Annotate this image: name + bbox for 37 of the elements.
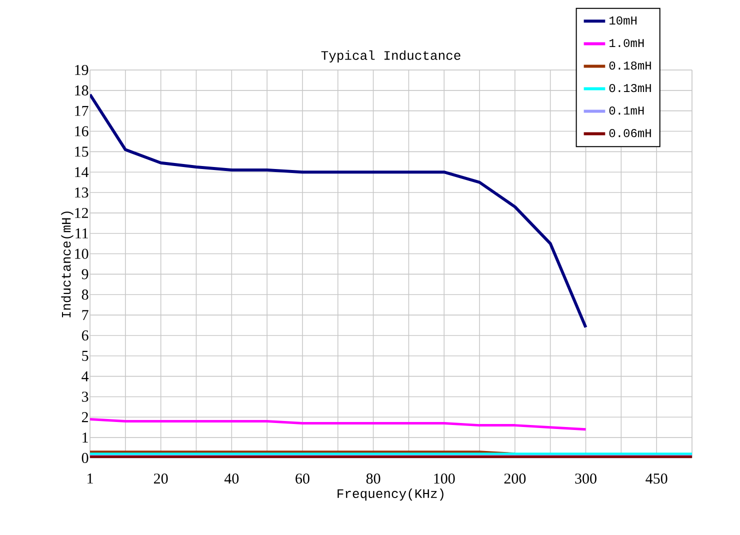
y-tick-label: 5 bbox=[82, 350, 88, 361]
legend-label: 0.13mH bbox=[609, 84, 651, 92]
y-tick-label: 8 bbox=[82, 290, 88, 300]
y-tick-label: 18 bbox=[75, 85, 88, 96]
x-tick-label: 200 bbox=[504, 474, 526, 484]
legend-label: 0.1mH bbox=[609, 106, 644, 115]
y-tick-label: 17 bbox=[75, 106, 88, 116]
x-tick-label: 80 bbox=[366, 474, 380, 484]
y-tick-label: 4 bbox=[82, 371, 89, 382]
y-tick-label: 19 bbox=[75, 64, 88, 76]
chart-title: Typical Inductance bbox=[321, 50, 460, 62]
y-tick-label: 1 bbox=[82, 432, 88, 443]
y-tick-label: 11 bbox=[76, 228, 88, 238]
x-tick-label: 60 bbox=[296, 474, 310, 484]
y-tick-label: 12 bbox=[75, 208, 88, 218]
y-tick-label: 9 bbox=[82, 269, 88, 280]
x-tick-label: 100 bbox=[434, 474, 455, 484]
y-tick-label: 2 bbox=[82, 412, 88, 422]
y-tick-label: 15 bbox=[75, 146, 88, 157]
legend-label: 1.0mH bbox=[610, 38, 644, 48]
y-tick-label: 7 bbox=[82, 310, 88, 320]
y-axis-title: Inductance(mH) bbox=[61, 212, 74, 318]
legend-label: 10mH bbox=[610, 16, 636, 25]
y-tick-label: 10 bbox=[75, 248, 88, 259]
x-axis-title: Frequency(KHz) bbox=[338, 488, 444, 501]
x-tick-label: 40 bbox=[224, 474, 239, 484]
legend-label: 0.18mH bbox=[609, 61, 651, 70]
x-tick-label: 20 bbox=[154, 474, 168, 484]
y-tick-label: 0 bbox=[82, 452, 88, 464]
y-tick-label: 16 bbox=[75, 126, 88, 136]
legend-label: 0.06mH bbox=[609, 129, 651, 138]
y-tick-label: 6 bbox=[82, 330, 88, 340]
x-tick-label: 300 bbox=[575, 474, 596, 484]
y-tick-label: 14 bbox=[75, 167, 89, 178]
y-tick-label: 3 bbox=[82, 392, 88, 402]
x-tick-label: 450 bbox=[646, 474, 668, 484]
y-tick-label: 13 bbox=[75, 187, 88, 198]
